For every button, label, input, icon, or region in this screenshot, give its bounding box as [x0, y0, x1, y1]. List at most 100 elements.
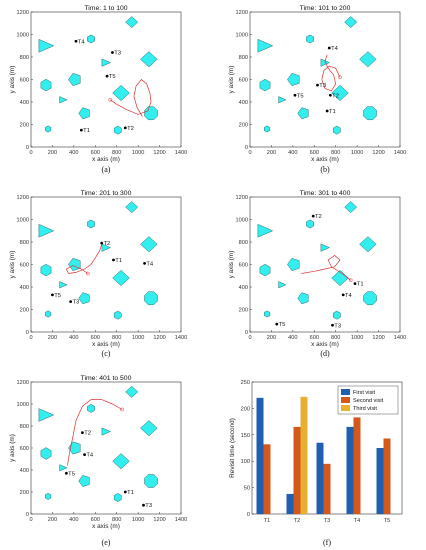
panel-f-legend: First visit Second visit Third visit	[337, 385, 399, 415]
panel-e-ytick-label: 1200	[17, 380, 29, 386]
panel-d-target-label: T2	[315, 214, 322, 220]
panel-b-obstacle-octagon	[363, 106, 377, 121]
panel-b-obstacle-hexagon	[332, 125, 341, 135]
panel-b-obstacle-diamond	[344, 16, 358, 29]
panel-e: Time: 401 to 500 x axis (m) y axis (m) (…	[9, 375, 187, 547]
legend-swatch-second-visit	[341, 397, 350, 403]
panel-f-ytick-label: 200	[241, 406, 250, 412]
panel-d-target-point	[353, 282, 357, 286]
panel-e-xtick-label: 800	[112, 517, 121, 523]
panel-a-title: Time: 1 to 100	[84, 5, 127, 12]
panel-e-xtick-label: 400	[69, 517, 78, 523]
panel-a-xtick-label: 1000	[132, 150, 144, 156]
panel-a-target-point	[123, 126, 127, 130]
panel-a-xtick-label: 0	[29, 150, 32, 156]
panel-c: Time: 201 to 300 x axis (m) y axis (m) (…	[9, 190, 187, 358]
panel-b-xtick-label: 800	[331, 150, 340, 156]
panel-b-ylabel: y axis (m)	[228, 66, 235, 94]
panel-a-plot-area	[30, 11, 182, 148]
panel-a-ytick-label: 1200	[17, 10, 29, 16]
panel-b-plot-area	[249, 11, 401, 148]
panel-a-xtick-label: 1200	[153, 150, 165, 156]
panel-b-xtick-label: 1000	[351, 150, 363, 156]
panel-b-xtick-label: 0	[248, 150, 251, 156]
panel-c-obstacle-triangle	[59, 281, 68, 289]
panel-a-xlabel: x axis (m)	[92, 156, 120, 163]
panel-a-drone-path	[110, 78, 152, 117]
panel-d-obstacle-hexagon	[259, 263, 271, 277]
panel-f-bar-first-visit	[376, 448, 384, 514]
panel-c-xtick-label: 600	[91, 335, 100, 341]
panel-f: Revisit time (second) (f) First visit Se…	[229, 380, 403, 547]
panel-a-xtick-label: 400	[69, 150, 78, 156]
panel-b-target-point	[328, 93, 332, 97]
panel-d-ytick-label: 1200	[236, 195, 248, 201]
panel-e-obstacle-hexagon	[87, 404, 95, 413]
panel-c-title: Time: 201 to 300	[81, 190, 132, 197]
panel-d: Time: 301 to 400 x axis (m) y axis (m) (…	[228, 190, 406, 358]
panel-d-target-point	[275, 322, 279, 326]
panel-c-target-label: T2	[104, 241, 111, 247]
panel-b-target-label: T4	[331, 46, 339, 52]
panel-b-ytick-label: 1200	[236, 10, 248, 16]
panel-a-target-label: T1	[83, 128, 90, 134]
panel-c-ytick-label: 0	[26, 330, 29, 336]
panel-e-obstacle-pentagon	[78, 475, 90, 487]
panel-e-target-point	[81, 431, 84, 434]
panel-d-obstacle-pentagon	[297, 292, 309, 305]
panel-c-obstacle-diamond	[140, 236, 158, 253]
panel-b-target-point	[293, 93, 297, 97]
panel-a-target-label: T2	[127, 126, 134, 132]
panel-b-target-point	[325, 109, 329, 113]
panel-c-xtick-label: 0	[29, 335, 32, 341]
panel-a-obstacle-diamond	[125, 16, 139, 29]
panel-b-ytick-label: 200	[239, 123, 248, 129]
panel-a-obstacle-triangle	[101, 58, 112, 67]
panel-c-obstacle-triangle	[38, 223, 55, 238]
panel-b-xtick-label: 400	[288, 150, 297, 156]
panel-a-obstacle-hexagon	[45, 125, 52, 133]
panel-a-ytick-label: 1000	[17, 33, 29, 39]
panel-c-drone-path	[65, 244, 103, 274]
panel-d-xtick-label: 0	[248, 335, 251, 341]
panel-e-drone-path	[67, 399, 123, 466]
panel-a-target-point	[74, 39, 78, 43]
panel-b-ytick-label: 1000	[236, 33, 248, 39]
panel-f-category-label: T3	[324, 518, 331, 524]
panel-c-target-point	[51, 293, 54, 297]
panel-d-target-point	[331, 323, 334, 327]
panel-e-target-label: T1	[127, 490, 134, 496]
panel-c-drone-marker	[85, 271, 90, 276]
panel-d-target-label: T5	[279, 322, 286, 328]
panel-c-target-point	[100, 241, 104, 245]
panel-e-ytick-label: 1000	[17, 402, 29, 408]
panel-a-ytick-label: 600	[20, 78, 29, 84]
panel-a-ytick-label: 200	[20, 123, 29, 129]
panel-c-plot-area	[30, 196, 182, 333]
panel-a-obstacle-octagon	[144, 106, 158, 121]
panel-c-obstacle-diamond	[125, 201, 139, 214]
panel-a-target-point	[79, 128, 83, 132]
panel-f-bar-second-visit	[383, 438, 391, 514]
panel-d-target-label: T1	[357, 282, 364, 288]
panel-c-obstacle-hexagon	[87, 219, 95, 229]
panel-b-drone-marker	[338, 75, 342, 80]
panel-b: Time: 101 to 200 x axis (m) y axis (m) (…	[228, 5, 406, 174]
panel-d-obstacle-diamond	[331, 269, 349, 287]
panel-b-ytick-label: 600	[239, 78, 248, 84]
panel-f-caption: (f)	[323, 538, 331, 547]
panel-f-ytick-label: 50	[244, 486, 250, 492]
legend-label-first-visit: First visit	[353, 390, 376, 396]
panel-e-target-label: T4	[86, 453, 94, 459]
panel-c-target-label: T3	[72, 300, 79, 306]
panel-b-xtick-label: 600	[310, 150, 319, 156]
panel-c-ytick-label: 1000	[17, 218, 29, 224]
panel-c-target-label: T4	[146, 261, 154, 267]
panel-c-ytick-label: 600	[20, 263, 29, 269]
panel-e-obstacle-triangle	[59, 464, 68, 472]
panel-b-target-label: T5	[297, 93, 304, 99]
panel-b-title: Time: 101 to 200	[300, 5, 351, 12]
panel-d-ytick-label: 1000	[236, 218, 248, 224]
panel-e-obstacle-diamond	[112, 453, 130, 470]
panel-a-obstacle-triangle	[38, 38, 55, 53]
